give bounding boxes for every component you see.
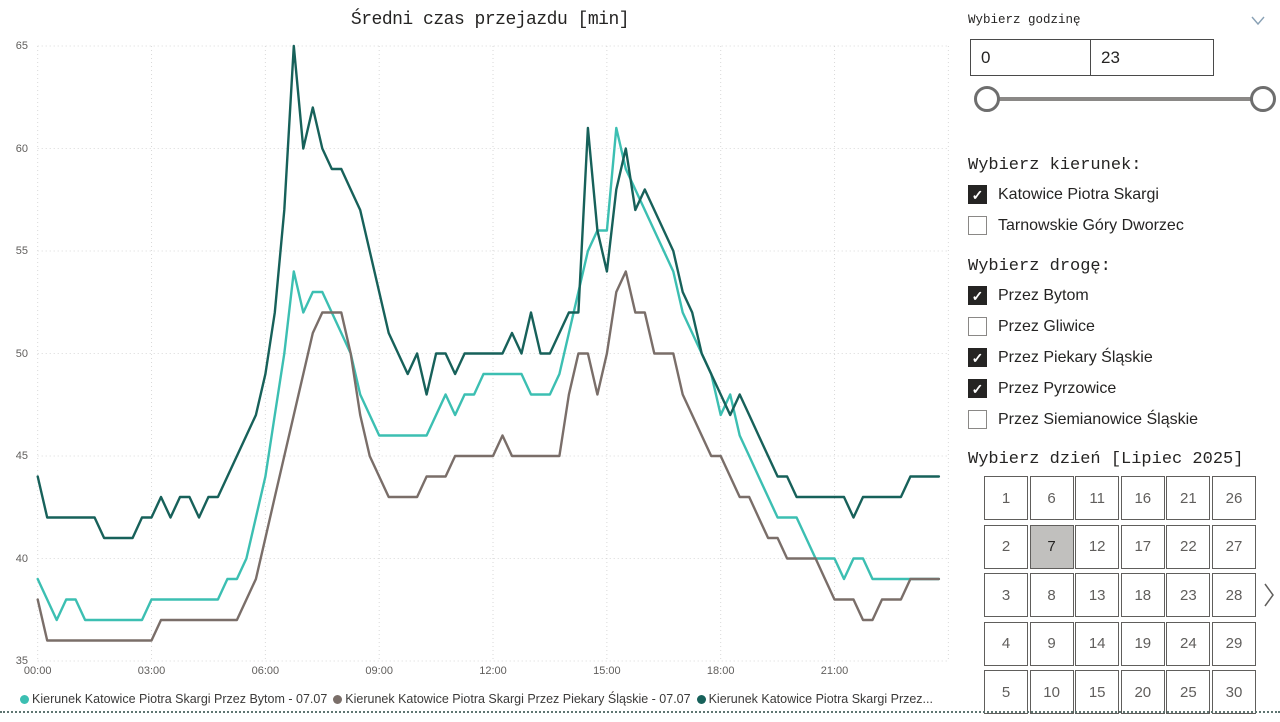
route-slicer-title: Wybierz drogę:: [968, 257, 1111, 276]
x-axis-label: 12:00: [479, 665, 507, 677]
day-cell[interactable]: 22: [1166, 524, 1211, 569]
legend-dot-icon: [333, 694, 343, 704]
direction-slicer-title: Wybierz kierunek:: [968, 156, 1142, 175]
legend-item[interactable]: Kierunek Katowice Piotra Skargi Przez...: [696, 692, 933, 706]
checkbox-label: Przez Bytom: [998, 286, 1089, 304]
x-axis-label: 09:00: [365, 665, 393, 677]
x-axis-label: 21:00: [820, 665, 849, 677]
route-option[interactable]: ✓ Przez Pyrzowice: [968, 379, 1116, 398]
legend-label: Kierunek Katowice Piotra Skargi Przez By…: [32, 692, 328, 706]
day-cell[interactable]: 23: [1166, 573, 1211, 618]
series-line: [36, 270, 941, 642]
hour-from-input[interactable]: [970, 39, 1094, 76]
day-cell[interactable]: 11: [1075, 476, 1120, 520]
day-cell[interactable]: 6: [1029, 476, 1074, 520]
day-cell[interactable]: 26: [1212, 476, 1256, 520]
chevron-right-icon[interactable]: [1262, 581, 1276, 609]
hour-to-input[interactable]: [1090, 39, 1214, 76]
day-cell[interactable]: 18: [1120, 573, 1165, 618]
day-cell[interactable]: 4: [984, 621, 1028, 666]
route-option[interactable]: Przez Gliwice: [968, 317, 1095, 336]
checkbox-checked-icon[interactable]: ✓: [968, 348, 987, 367]
legend-item[interactable]: Kierunek Katowice Piotra Skargi Przez By…: [20, 692, 327, 706]
day-cell[interactable]: 13: [1075, 573, 1120, 618]
legend-dot-icon: [20, 694, 29, 704]
y-axis-label: 45: [15, 450, 28, 462]
direction-option[interactable]: Tarnowskie Góry Dworzec: [968, 216, 1184, 235]
legend-item[interactable]: Kierunek Katowice Piotra Skargi Przez Pi…: [333, 692, 691, 706]
hour-slider-track[interactable]: [985, 97, 1261, 101]
day-cell[interactable]: 3: [984, 573, 1028, 618]
checkbox-label: Tarnowskie Góry Dworzec: [998, 216, 1184, 234]
day-cell[interactable]: 2: [984, 524, 1028, 569]
direction-option[interactable]: ✓ Katowice Piotra Skargi: [968, 185, 1159, 204]
checkbox-unchecked-icon[interactable]: [968, 410, 987, 429]
day-cell[interactable]: 14: [1075, 621, 1120, 666]
y-axis-label: 60: [15, 142, 28, 155]
legend-label: Kierunek Katowice Piotra Skargi Przez...: [708, 692, 933, 706]
checkbox-label: Przez Piekary Śląskie: [998, 348, 1153, 366]
day-cell[interactable]: 19: [1120, 621, 1165, 666]
legend-label: Kierunek Katowice Piotra Skargi Przez Pi…: [345, 692, 691, 706]
checkbox-unchecked-icon[interactable]: [968, 216, 987, 235]
day-cell[interactable]: 29: [1212, 621, 1256, 666]
x-axis-label: 06:00: [251, 665, 280, 677]
x-axis-label: 15:00: [593, 665, 621, 677]
day-cell[interactable]: 16: [1120, 476, 1165, 520]
day-cell[interactable]: 10: [1029, 670, 1074, 715]
route-option[interactable]: ✓ Przez Bytom: [968, 286, 1089, 305]
y-axis-label: 50: [15, 347, 28, 360]
chevron-down-icon[interactable]: [1250, 15, 1266, 27]
day-cell[interactable]: 28: [1212, 573, 1256, 618]
chart-legend: Kierunek Katowice Piotra Skargi Przez By…: [20, 692, 933, 706]
checkbox-unchecked-icon[interactable]: [968, 317, 987, 336]
bottom-dotted-divider: [0, 711, 1280, 713]
day-cell[interactable]: 24: [1166, 621, 1211, 666]
travel-time-chart: [36, 44, 949, 662]
route-option[interactable]: ✓ Przez Piekary Śląskie: [968, 348, 1153, 367]
day-cell[interactable]: 27: [1212, 524, 1256, 569]
y-axis-label: 55: [15, 245, 28, 257]
day-cell[interactable]: 21: [1166, 476, 1211, 520]
y-axis-label: 40: [15, 552, 28, 565]
x-axis-label: 00:00: [23, 665, 52, 677]
checkbox-checked-icon[interactable]: ✓: [968, 185, 987, 204]
x-axis-label: 03:00: [137, 665, 166, 677]
checkbox-checked-icon[interactable]: ✓: [968, 286, 987, 305]
day-cell-selected[interactable]: 7: [1029, 524, 1074, 569]
checkbox-label: Katowice Piotra Skargi: [998, 185, 1159, 203]
day-cell[interactable]: 8: [1029, 573, 1074, 618]
y-axis-label: 65: [15, 40, 28, 52]
checkbox-checked-icon[interactable]: ✓: [968, 379, 987, 398]
y-axis-label: 35: [15, 655, 28, 667]
route-option[interactable]: Przez Siemianowice Śląskie: [968, 410, 1198, 429]
hour-slider-handle-min[interactable]: [974, 86, 1000, 112]
day-cell[interactable]: 25: [1166, 670, 1211, 715]
hour-slider-handle-max[interactable]: [1250, 86, 1276, 112]
day-cell[interactable]: 12: [1075, 524, 1120, 569]
day-cell[interactable]: 9: [1029, 621, 1074, 666]
day-cell[interactable]: 15: [1075, 670, 1120, 715]
day-cell[interactable]: 30: [1212, 670, 1256, 715]
day-cell[interactable]: 1: [984, 476, 1028, 520]
checkbox-label: Przez Pyrzowice: [998, 379, 1117, 397]
day-cell[interactable]: 5: [984, 670, 1028, 715]
day-cell[interactable]: 20: [1120, 670, 1165, 715]
chart-title: Średni czas przejazdu [min]: [350, 10, 630, 30]
series-line: [36, 126, 941, 622]
checkbox-label: Przez Gliwice: [998, 317, 1095, 335]
x-axis-label: 18:00: [706, 665, 735, 677]
series-line: [36, 44, 941, 540]
day-cell[interactable]: 17: [1120, 524, 1165, 569]
legend-dot-icon: [696, 694, 706, 704]
checkbox-label: Przez Siemianowice Śląskie: [998, 410, 1199, 428]
day-slicer-title: Wybierz dzień [Lipiec 2025]: [968, 450, 1244, 469]
hour-slicer-title: Wybierz godzinę: [968, 13, 1081, 27]
